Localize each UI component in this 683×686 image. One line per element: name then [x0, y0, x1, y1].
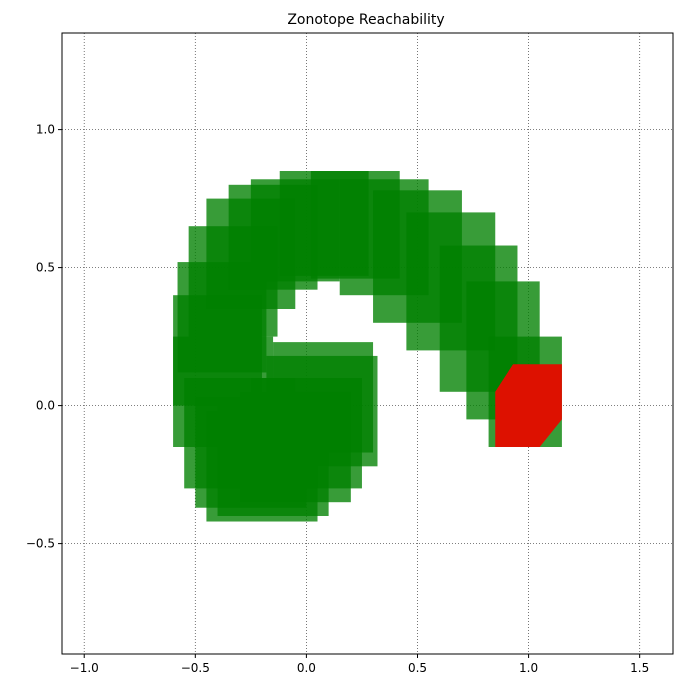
x-tick-label: −1.0 [70, 661, 99, 675]
y-tick-label: −0.5 [26, 537, 55, 551]
x-tick-label: −0.5 [181, 661, 210, 675]
x-tick-label: 0.5 [408, 661, 427, 675]
y-tick-label: 0.0 [36, 399, 55, 413]
axis-ticks: −1.0 −0.5 0.0 0.5 1.0 1.5 −0.5 0.0 0.5 1.0 [26, 123, 649, 675]
x-tick-label: 1.0 [519, 661, 538, 675]
y-tick-label: 0.5 [36, 261, 55, 275]
final-set-polygon [495, 364, 562, 447]
x-tick-label: 1.5 [630, 661, 649, 675]
axes-frame [61, 32, 674, 655]
y-tick-label: 1.0 [36, 123, 55, 137]
plot-data [173, 171, 562, 522]
x-tick-label: 0.0 [297, 661, 316, 675]
chart-title: Zonotope Reachability [287, 12, 444, 28]
